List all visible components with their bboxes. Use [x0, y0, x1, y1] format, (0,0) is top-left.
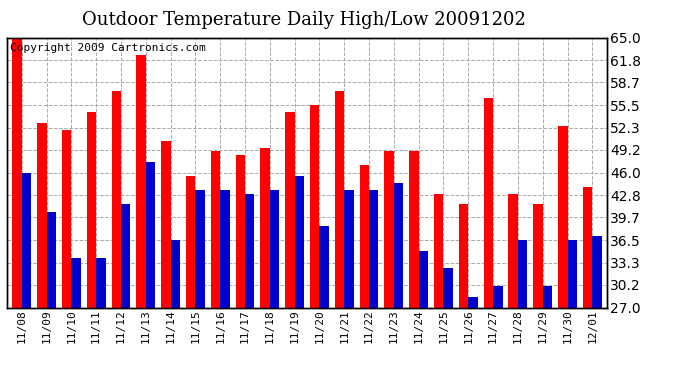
Bar [310, 105, 319, 308]
Bar [47, 211, 56, 308]
Bar [344, 190, 354, 308]
Bar [211, 151, 220, 308]
Bar [484, 98, 493, 308]
Bar [146, 162, 155, 308]
Bar [444, 268, 453, 308]
Bar [509, 194, 518, 308]
Bar [112, 91, 121, 308]
Bar [369, 190, 379, 308]
Bar [543, 286, 552, 308]
Bar [220, 190, 230, 308]
Bar [245, 194, 255, 308]
Bar [558, 126, 567, 308]
Bar [567, 240, 577, 308]
Text: Outdoor Temperature Daily High/Low 20091202: Outdoor Temperature Daily High/Low 20091… [81, 11, 526, 29]
Bar [493, 286, 502, 308]
Bar [195, 190, 205, 308]
Bar [583, 187, 592, 308]
Bar [295, 176, 304, 308]
Bar [319, 226, 329, 308]
Bar [335, 91, 344, 308]
Bar [469, 297, 477, 307]
Bar [186, 176, 195, 308]
Bar [137, 55, 146, 308]
Bar [518, 240, 527, 308]
Bar [121, 204, 130, 308]
Bar [533, 204, 543, 308]
Bar [459, 204, 469, 308]
Bar [260, 148, 270, 308]
Bar [71, 258, 81, 307]
Bar [285, 112, 295, 308]
Bar [22, 172, 31, 308]
Bar [592, 237, 602, 308]
Bar [170, 240, 180, 308]
Bar [434, 194, 444, 308]
Bar [419, 251, 428, 308]
Bar [270, 190, 279, 308]
Bar [62, 130, 71, 308]
Bar [87, 112, 96, 308]
Bar [12, 38, 22, 308]
Bar [161, 141, 170, 308]
Bar [409, 151, 419, 308]
Bar [96, 258, 106, 307]
Bar [359, 165, 369, 308]
Bar [384, 151, 394, 308]
Bar [37, 123, 47, 308]
Bar [394, 183, 403, 308]
Bar [235, 155, 245, 308]
Text: Copyright 2009 Cartronics.com: Copyright 2009 Cartronics.com [10, 43, 206, 53]
